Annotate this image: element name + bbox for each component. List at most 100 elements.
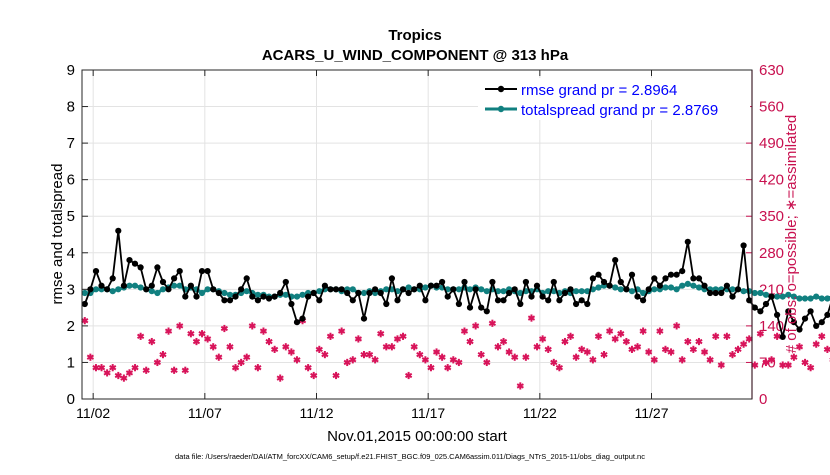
rmse-point bbox=[244, 275, 250, 281]
rmse-point bbox=[193, 294, 199, 300]
legend-spread-label: totalspread grand pr = 2.8769 bbox=[521, 102, 718, 119]
x-tick-label: 11/07 bbox=[188, 405, 222, 421]
rmse-point bbox=[205, 268, 211, 274]
rmse-point bbox=[634, 294, 640, 300]
rmse-point bbox=[674, 272, 680, 278]
rmse-point bbox=[456, 301, 462, 307]
spread-point bbox=[299, 292, 305, 298]
spread-point bbox=[132, 283, 138, 289]
spread-point bbox=[690, 283, 696, 289]
rmse-point bbox=[467, 305, 473, 311]
rmse-point bbox=[607, 283, 613, 289]
rmse-point bbox=[506, 290, 512, 296]
spread-point bbox=[244, 288, 250, 294]
rmse-point bbox=[724, 283, 730, 289]
rmse-point bbox=[177, 268, 183, 274]
rmse-point bbox=[272, 294, 278, 300]
spread-point bbox=[500, 288, 506, 294]
rmse-point bbox=[763, 301, 769, 307]
spread-point bbox=[629, 288, 635, 294]
rmse-point bbox=[383, 301, 389, 307]
spread-point bbox=[579, 288, 585, 294]
rmse-point bbox=[126, 257, 132, 263]
data-file-footer: data file: /Users/raeder/DAI/ATM_forcXX/… bbox=[175, 452, 645, 461]
chart-subtitle: ACARS_U_WIND_COMPONENT @ 313 hPa bbox=[262, 47, 569, 64]
rmse-point bbox=[445, 294, 451, 300]
rmse-point bbox=[551, 279, 557, 285]
spread-point bbox=[255, 292, 261, 298]
spread-point bbox=[685, 281, 691, 287]
spread-point bbox=[741, 288, 747, 294]
rmse-point bbox=[232, 294, 238, 300]
rmse-point bbox=[87, 286, 93, 292]
spread-point bbox=[93, 286, 99, 292]
spread-point bbox=[110, 288, 116, 294]
rmse-point bbox=[249, 294, 255, 300]
rmse-point bbox=[255, 297, 261, 303]
rmse-point bbox=[450, 286, 456, 292]
x-tick-label: 11/12 bbox=[300, 405, 334, 421]
rmse-point bbox=[316, 297, 322, 303]
rmse-point bbox=[746, 297, 752, 303]
x-tick-label: 11/02 bbox=[76, 405, 110, 421]
rmse-point bbox=[584, 301, 590, 307]
rmse-point bbox=[618, 279, 624, 285]
spread-point bbox=[478, 286, 484, 292]
y-tick-label-left: 9 bbox=[67, 62, 75, 79]
rmse-point bbox=[679, 268, 685, 274]
rmse-point bbox=[110, 275, 116, 281]
y-tick-label-right: 0 bbox=[759, 391, 767, 408]
rmse-point bbox=[327, 286, 333, 292]
rmse-point bbox=[221, 297, 227, 303]
rmse-point bbox=[556, 297, 562, 303]
rmse-point bbox=[718, 290, 724, 296]
spread-point bbox=[205, 286, 211, 292]
obs-point bbox=[791, 354, 797, 361]
spread-point bbox=[484, 288, 490, 294]
spread-point bbox=[668, 284, 674, 290]
rmse-point bbox=[366, 290, 372, 296]
spread-point bbox=[138, 284, 144, 290]
rmse-point bbox=[171, 275, 177, 281]
rmse-point bbox=[528, 294, 534, 300]
rmse-point bbox=[741, 242, 747, 248]
spread-point bbox=[126, 283, 132, 289]
rmse-point bbox=[573, 301, 579, 307]
rmse-point bbox=[651, 275, 657, 281]
spread-point bbox=[361, 290, 367, 296]
rmse-point bbox=[713, 290, 719, 296]
spread-point bbox=[573, 288, 579, 294]
rmse-point bbox=[768, 294, 774, 300]
obs-point bbox=[813, 341, 819, 348]
spread-point bbox=[456, 286, 462, 292]
y-tick-label-right: 420 bbox=[759, 172, 784, 189]
rmse-point bbox=[143, 286, 149, 292]
rmse-point bbox=[115, 228, 121, 234]
rmse-point bbox=[579, 297, 585, 303]
rmse-point bbox=[690, 275, 696, 281]
rmse-point bbox=[378, 290, 384, 296]
rmse-point bbox=[813, 323, 819, 329]
y-tick-label-left: 1 bbox=[67, 354, 75, 371]
rmse-point bbox=[562, 290, 568, 296]
spread-point bbox=[227, 292, 233, 298]
spread-point bbox=[696, 284, 702, 290]
spread-point bbox=[115, 286, 121, 292]
spread-point bbox=[612, 284, 618, 290]
x-tick-label: 11/17 bbox=[411, 405, 445, 421]
rmse-point bbox=[98, 283, 104, 289]
rmse-point bbox=[260, 294, 266, 300]
rmse-point bbox=[495, 297, 501, 303]
y-tick-label-right: 350 bbox=[759, 208, 784, 225]
rmse-point bbox=[149, 283, 155, 289]
rmse-point bbox=[305, 294, 311, 300]
spread-point bbox=[808, 295, 814, 301]
y-axis-label-right: # of obs: o=possible; ∗=assimilated bbox=[783, 115, 800, 354]
spread-point bbox=[679, 283, 685, 289]
rmse-point bbox=[406, 290, 412, 296]
y-tick-label-left: 2 bbox=[67, 318, 75, 335]
rmse-point bbox=[411, 286, 417, 292]
legend-rmse-label: rmse grand pr = 2.8964 bbox=[521, 82, 677, 99]
spread-point bbox=[824, 295, 830, 301]
